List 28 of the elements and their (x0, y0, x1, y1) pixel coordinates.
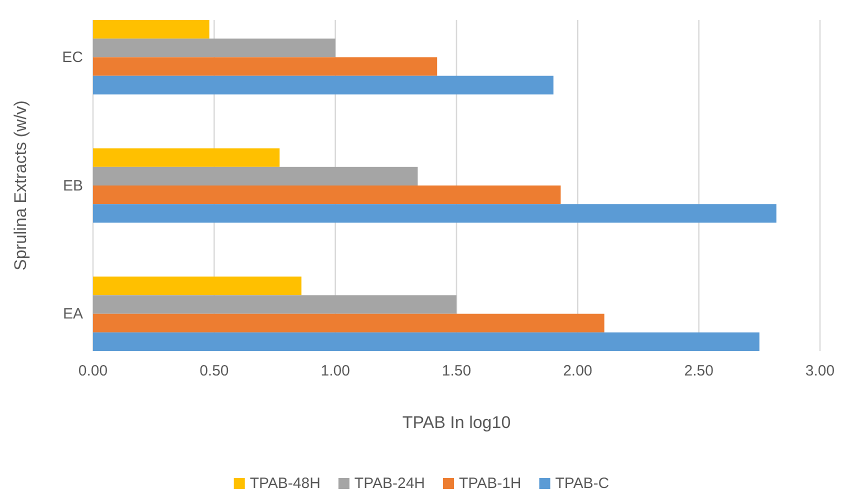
bar (93, 76, 554, 94)
bar (93, 57, 438, 76)
x-tick-label: 0.50 (200, 362, 229, 380)
bar (93, 20, 210, 39)
x-tick-label: 1.50 (442, 362, 472, 380)
legend-label: TPAB-C (555, 475, 610, 492)
bar (93, 166, 418, 186)
x-tick-label: 0.00 (78, 362, 108, 380)
bar (93, 314, 604, 332)
y-axis-title: Sprulina Extracts (w/v) (11, 100, 30, 271)
y-tick-label: EC (62, 49, 84, 66)
x-tick-label: 3.00 (805, 362, 835, 380)
bar (93, 295, 456, 314)
legend-label: TPAB-48H (250, 475, 320, 492)
x-tick-label: 2.50 (684, 362, 714, 380)
x-tick-label: 2.00 (563, 362, 592, 380)
y-tick-label: EB (62, 177, 83, 194)
bar (93, 332, 760, 351)
bar (93, 148, 280, 167)
bar (93, 38, 336, 58)
x-axis-title: TPAB In log10 (402, 413, 511, 432)
bar (93, 186, 561, 204)
legend-label: TPAB-24H (354, 475, 426, 492)
bar (93, 276, 302, 296)
x-tick-label: 1.00 (320, 362, 350, 380)
legend-label: TPAB-1H (459, 475, 522, 492)
y-tick-label: EA (62, 306, 83, 323)
bar (93, 204, 776, 223)
